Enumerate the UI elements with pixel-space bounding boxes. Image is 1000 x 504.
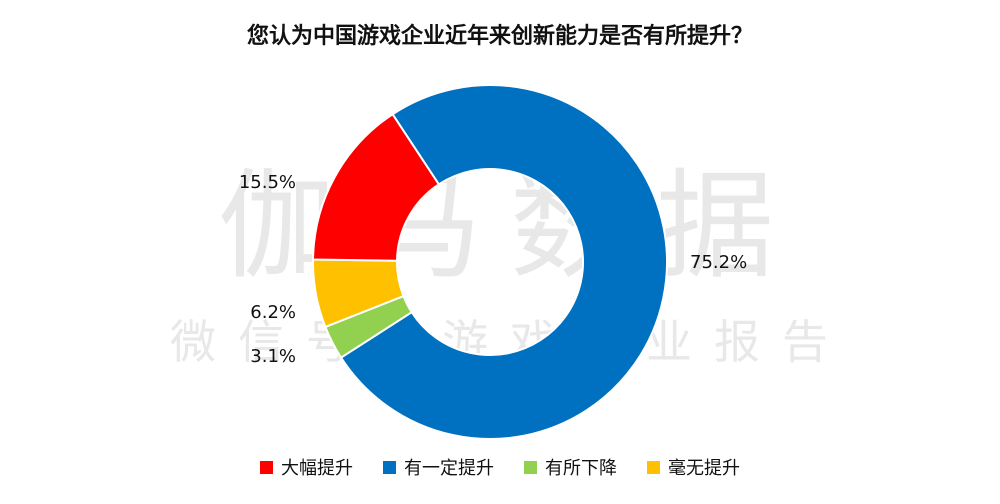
legend-item: 毫无提升 <box>647 454 740 480</box>
legend-item: 有一定提升 <box>383 454 494 480</box>
chart-title: 您认为中国游戏企业近年来创新能力是否有所提升？ <box>246 24 753 49</box>
legend-swatch <box>383 460 396 474</box>
legend-swatch <box>260 460 273 474</box>
legend-label: 毫无提升 <box>668 458 740 479</box>
chart-legend: 大幅提升 有一定提升 有所下降 毫无提升 <box>0 454 1000 480</box>
donut-slice <box>339 84 668 440</box>
slice-data-label: 75.2% <box>690 252 747 273</box>
slice-data-label: 3.1% <box>250 346 296 367</box>
watermark-main: 伽马数据 <box>217 157 802 295</box>
slice-data-label: 6.2% <box>250 302 296 323</box>
donut-slice <box>312 112 441 262</box>
legend-label: 大幅提升 <box>281 458 353 479</box>
legend-swatch <box>524 460 537 474</box>
legend-label: 有一定提升 <box>404 458 494 479</box>
credit-text: 知乎 @伽马数据 <box>788 454 972 482</box>
slice-data-label: 15.5% <box>239 172 296 193</box>
legend-swatch <box>647 460 660 474</box>
legend-label: 有所下降 <box>545 458 617 479</box>
legend-item: 大幅提升 <box>260 454 353 480</box>
legend-item: 有所下降 <box>524 454 617 480</box>
